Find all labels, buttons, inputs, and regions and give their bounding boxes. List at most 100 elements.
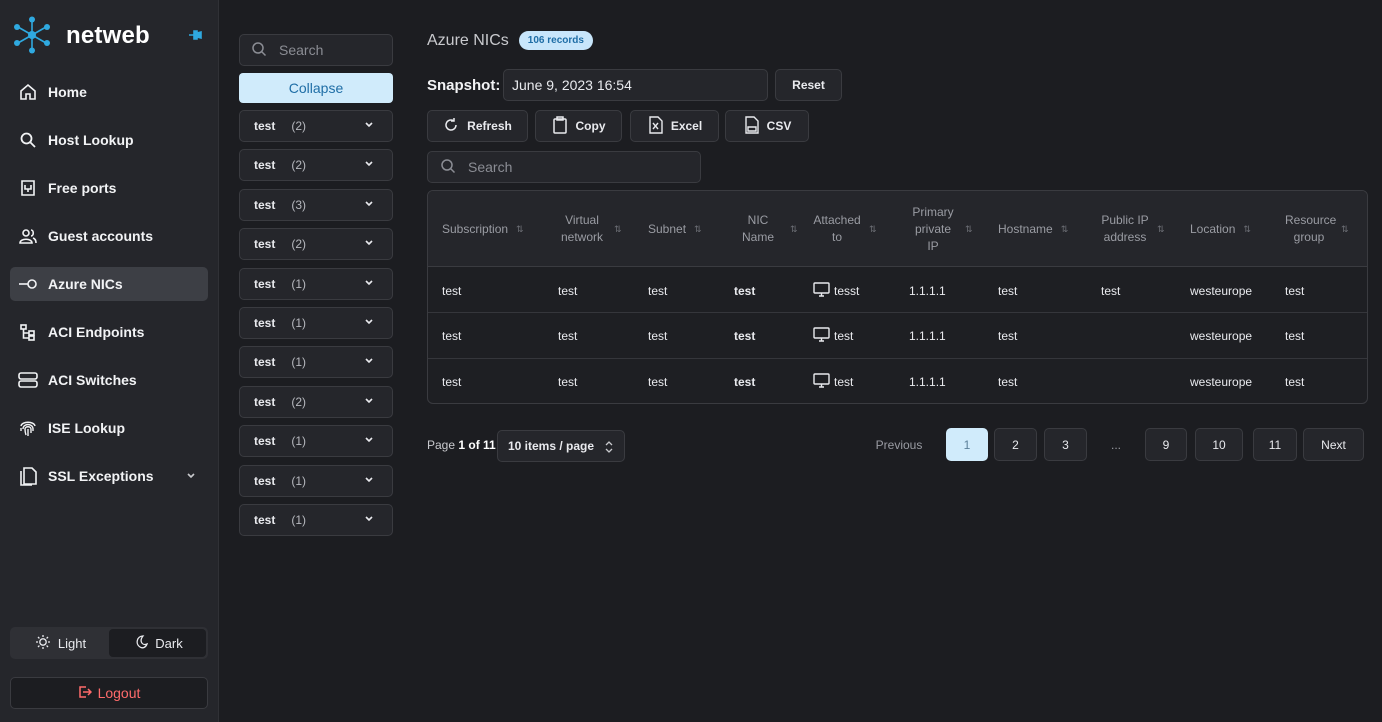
column-header[interactable]: Location ⇅ — [1190, 191, 1274, 267]
theme-light-option[interactable]: Light — [12, 629, 109, 657]
nav-item-home[interactable]: Home — [10, 75, 208, 109]
column-header[interactable]: Subscription ⇅ — [442, 191, 548, 267]
nav-item-aci-switches[interactable]: ACI Switches — [10, 363, 208, 397]
page-button[interactable]: 10 — [1195, 428, 1243, 461]
table-cell-text: test — [998, 283, 1018, 298]
table-cell-text: test — [558, 283, 578, 298]
reset-button[interactable]: Reset — [775, 69, 842, 101]
filter-group[interactable]: test (1) — [239, 464, 393, 497]
column-header[interactable]: Primary private IP ⇅ — [909, 191, 983, 267]
refresh-label: Refresh — [467, 119, 512, 133]
chevron-down-icon — [364, 513, 374, 527]
csv-icon — [743, 115, 767, 137]
filter-group[interactable]: test (2) — [239, 228, 393, 261]
nav-item-host-lookup[interactable]: Host Lookup — [10, 123, 208, 157]
nav-item-azure-nics[interactable]: Azure NICs — [10, 267, 208, 301]
table-cell: westeurope — [1190, 314, 1252, 359]
nav-item-guest-accounts[interactable]: Guest accounts — [10, 219, 208, 253]
table-row[interactable]: test test test test test 1.1.1.1 test westeurop… — [428, 314, 1367, 359]
table-search-input[interactable]: Search — [427, 151, 701, 183]
filter-group[interactable]: test (3) — [239, 188, 393, 221]
filter-group[interactable]: test (1) — [239, 307, 393, 339]
collapse-button[interactable]: Collapse — [239, 73, 393, 103]
sort-icon[interactable]: ⇅ — [1157, 223, 1164, 234]
nav-item-ise-lookup[interactable]: ISE Lookup — [10, 411, 208, 445]
filter-group-count: (1) — [291, 513, 307, 527]
column-header-label: Virtual network — [560, 213, 604, 244]
page-button[interactable]: 2 — [994, 428, 1037, 461]
sort-icon[interactable]: ⇅ — [869, 223, 876, 234]
filter-group-name: test — [254, 276, 276, 291]
chevron-down-icon — [364, 355, 374, 369]
page-title-text: Azure NICs — [427, 31, 509, 49]
filter-group[interactable]: test (2) — [239, 110, 393, 142]
table-row[interactable]: test test test test tesst 1.1.1.1 test test west… — [428, 268, 1367, 313]
sort-icon[interactable]: ⇅ — [1243, 223, 1250, 234]
filter-group-name: test — [254, 237, 276, 252]
excel-button[interactable]: Excel — [630, 110, 719, 142]
nav-item-free-ports[interactable]: Free ports — [10, 171, 208, 205]
csv-button[interactable]: CSV — [725, 110, 809, 142]
filter-group-count: (2) — [291, 394, 307, 409]
filter-group[interactable]: test (1) — [239, 346, 393, 379]
column-header[interactable]: Attached to ⇅ — [813, 191, 899, 267]
theme-dark-option[interactable]: Dark — [109, 629, 206, 657]
chevron-down-icon[interactable] — [186, 468, 196, 484]
table-cell-text: test — [834, 374, 854, 389]
per-page-select[interactable]: 10 items / page — [497, 430, 625, 462]
page-button[interactable]: 9 — [1145, 428, 1187, 461]
logout-label: Logout — [97, 685, 141, 701]
sort-icon[interactable]: ⇅ — [965, 223, 972, 234]
filter-group[interactable]: test (1) — [239, 504, 393, 536]
filter-search-input[interactable]: Search — [239, 34, 393, 66]
nav-item-ssl-exceptions[interactable]: SSL Exceptions — [10, 459, 208, 493]
filter-group[interactable]: test (2) — [239, 149, 393, 182]
monitor-icon — [813, 327, 834, 345]
filter-group-count: (2) — [291, 119, 307, 133]
table-cell-text: test — [558, 329, 578, 343]
copy-label: Copy — [575, 119, 606, 133]
column-header[interactable]: Hostname ⇅ — [998, 191, 1088, 267]
table-cell-text: test — [1285, 329, 1305, 343]
table-row[interactable]: test test test test test 1.1.1.1 test westeurop… — [428, 359, 1367, 403]
column-header-label: Subnet — [648, 221, 687, 236]
page-button[interactable]: 3 — [1044, 428, 1087, 461]
previous-button[interactable]: Previous — [875, 437, 923, 452]
sort-icon[interactable]: ⇅ — [694, 223, 701, 234]
refresh-button[interactable]: Refresh — [427, 110, 528, 142]
table-cell: test — [648, 268, 667, 313]
sort-icon[interactable]: ⇅ — [614, 223, 621, 234]
sort-icon[interactable]: ⇅ — [1341, 223, 1348, 234]
logout-button[interactable]: Logout — [10, 677, 208, 709]
filter-group[interactable]: test (1) — [239, 425, 393, 458]
nav-label: Azure NICs — [48, 276, 123, 292]
column-header[interactable]: Resource group ⇅ — [1285, 191, 1365, 267]
filter-group-count: (1) — [291, 473, 307, 488]
sort-icon[interactable]: ⇅ — [516, 223, 523, 234]
brand[interactable]: netweb — [12, 14, 212, 58]
pin-icon[interactable] — [188, 28, 202, 47]
search-icon — [18, 130, 38, 150]
filter-group-name: test — [254, 119, 276, 133]
sidebar: netweb Home Host Lookup Free ports Guest… — [0, 0, 219, 722]
chevron-down-icon — [364, 395, 374, 409]
column-header[interactable]: NIC Name ⇅ — [734, 191, 806, 267]
snapshot-label: Snapshot: — [427, 77, 501, 94]
column-header[interactable]: Public IP address ⇅ — [1101, 191, 1181, 267]
filter-group[interactable]: test (1) — [239, 267, 393, 300]
column-header[interactable]: Subnet ⇅ — [648, 191, 724, 267]
table-cell-text: 1.1.1.1 — [909, 283, 946, 298]
sort-icon[interactable]: ⇅ — [1060, 223, 1068, 234]
filter-group[interactable]: test (2) — [239, 385, 393, 418]
column-header[interactable]: Virtual network ⇅ — [558, 191, 638, 267]
snapshot-input[interactable]: June 9, 2023 16:54 — [503, 69, 768, 101]
copy-button[interactable]: Copy — [535, 110, 622, 142]
next-button[interactable]: Next — [1303, 428, 1364, 461]
search-icon — [428, 158, 468, 177]
nav-item-aci-endpoints[interactable]: ACI Endpoints — [10, 315, 208, 349]
page-button[interactable]: 1 — [946, 428, 988, 461]
page-button[interactable]: 11 — [1253, 428, 1297, 461]
monitor-icon — [813, 372, 834, 391]
logout-icon — [78, 685, 98, 702]
sort-icon[interactable]: ⇅ — [790, 223, 797, 234]
